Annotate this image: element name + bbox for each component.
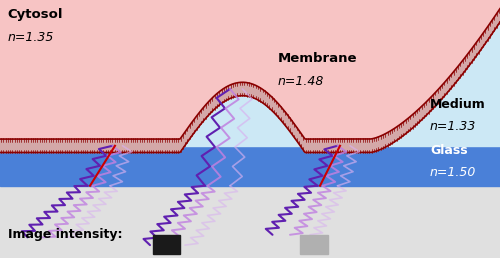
Text: Cytosol: Cytosol (8, 8, 63, 21)
Bar (0, 146, 500, 186)
Text: n=1.48: n=1.48 (278, 75, 324, 88)
Bar (300, 235, 328, 254)
Text: Glass: Glass (430, 144, 468, 157)
Text: Membrane: Membrane (278, 52, 357, 64)
Text: n=1.50: n=1.50 (430, 166, 476, 179)
Text: n=1.35: n=1.35 (8, 31, 54, 44)
Bar (0, 0, 500, 146)
Bar (152, 235, 180, 254)
Text: Medium: Medium (430, 98, 486, 111)
Text: n=1.33: n=1.33 (430, 120, 476, 133)
Text: Image intensity:: Image intensity: (8, 228, 122, 241)
Bar (0, 186, 500, 258)
